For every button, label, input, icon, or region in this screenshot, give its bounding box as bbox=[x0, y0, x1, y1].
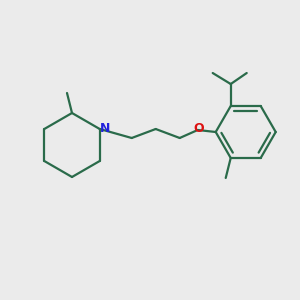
Text: N: N bbox=[100, 122, 110, 134]
Text: O: O bbox=[194, 122, 204, 134]
